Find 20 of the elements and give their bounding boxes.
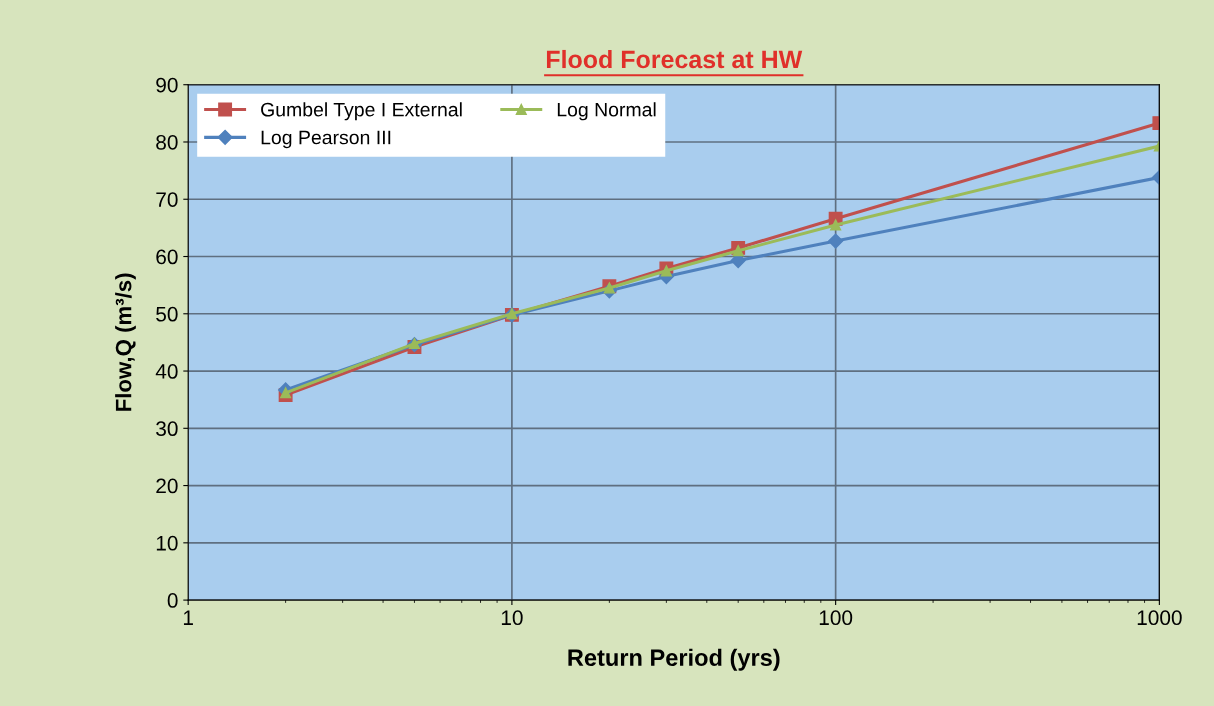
y-tick-label: 20 [156, 478, 178, 494]
x-tick-label: 100 [819, 610, 853, 626]
x-tick-label: 1000 [1137, 610, 1182, 626]
y-tick-label: 0 [167, 593, 178, 608]
x-tick-label: 1 [183, 610, 193, 625]
x-axis-title: Return Period (yrs) [568, 648, 780, 671]
legend-label: Log Pearson III [261, 130, 391, 149]
y-tick-label: 50 [156, 306, 178, 322]
y-tick-label: 70 [156, 192, 178, 207]
y-tick-label: 40 [155, 364, 178, 379]
x-tick-label: 10 [501, 610, 523, 626]
y-tick-label: 10 [156, 535, 178, 551]
y-tick-label: 90 [156, 77, 178, 93]
chart-title: Flood Forecast at HW [546, 49, 803, 69]
y-tick-label: 60 [156, 249, 178, 265]
y-tick-label: 30 [156, 421, 178, 437]
legend-label: Log Normal [557, 102, 656, 121]
y-tick-label: 80 [156, 134, 178, 150]
y-axis-title: Flow,Q (m³/s) [115, 273, 136, 411]
legend-label: Gumbel Type I External [261, 102, 462, 121]
